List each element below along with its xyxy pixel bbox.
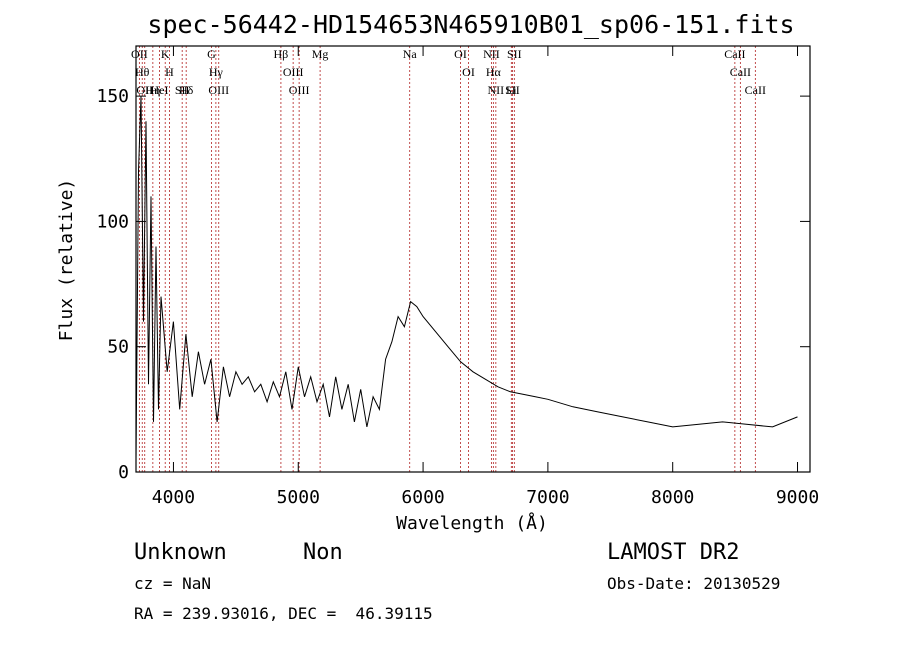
line-marker-label: NII (488, 83, 505, 97)
line-marker-label: Hθ (135, 65, 150, 79)
y-axis-ticks: 0 50 100 150 (96, 86, 810, 483)
line-marker-label: Li (506, 83, 517, 97)
x-tick-label: 7000 (526, 487, 569, 508)
line-marker-label: H (165, 65, 174, 79)
line-marker-label: K (161, 47, 170, 61)
line-marker-label: Hα (486, 65, 502, 79)
x-tick-label: 8000 (651, 487, 694, 508)
line-marker-label: CaII (730, 65, 751, 79)
plot-frame (135, 45, 811, 473)
chart-title: spec-56442-HD154653N465910B01_sp06-151.f… (147, 10, 794, 39)
survey-name: LAMOST DR2 (607, 540, 739, 565)
x-tick-label: 5000 (277, 487, 320, 508)
line-marker-label: Hη (145, 83, 160, 97)
line-marker-label: CaII (724, 47, 745, 61)
object-class: Unknown (134, 540, 227, 565)
object-subclass: Non (303, 540, 343, 565)
line-marker-label: Na (403, 47, 418, 61)
coordinates: RA = 239.93016, DEC = 46.39115 (134, 604, 433, 623)
x-axis-label: Wavelength (Å) (396, 512, 548, 534)
line-marker-label: CaII (745, 83, 766, 97)
line-marker-label: OI (454, 47, 467, 61)
line-marker-label: OII (131, 47, 148, 61)
y-tick-label: 100 (96, 211, 129, 232)
x-tick-label: 9000 (776, 487, 819, 508)
line-marker-label: Hβ (274, 47, 289, 61)
spectrum-line (135, 96, 798, 460)
y-tick-label: 150 (96, 86, 129, 107)
line-marker-label: SII (175, 83, 190, 97)
observation-date: Obs-Date: 20130529 (607, 574, 780, 593)
line-marker-label: SII (507, 47, 522, 61)
line-marker-label: HeI (150, 83, 168, 97)
line-marker-label: NII (483, 47, 500, 61)
line-marker-label: Hδ (179, 83, 194, 97)
line-markers (138, 46, 756, 472)
y-tick-label: 0 (118, 462, 129, 483)
line-marker-label: Hγ (209, 65, 224, 79)
y-axis-label: Flux (relative) (56, 179, 77, 342)
line-marker-label: Mg (312, 47, 329, 61)
x-axis-ticks: 4000 5000 6000 7000 8000 9000 (152, 46, 819, 508)
line-marker-label: G (207, 47, 216, 61)
line-marker-label: OIII (289, 83, 310, 97)
line-marker-label: OII (136, 83, 153, 97)
line-marker-label: OI (462, 65, 475, 79)
y-tick-label: 50 (107, 337, 129, 358)
line-marker-label: OIII (283, 65, 304, 79)
x-tick-label: 6000 (401, 487, 444, 508)
redshift-cz: cz = NaN (134, 574, 211, 593)
line-marker-label: SII (505, 83, 520, 97)
line-marker-label: OIII (208, 83, 229, 97)
x-tick-label: 4000 (152, 487, 195, 508)
